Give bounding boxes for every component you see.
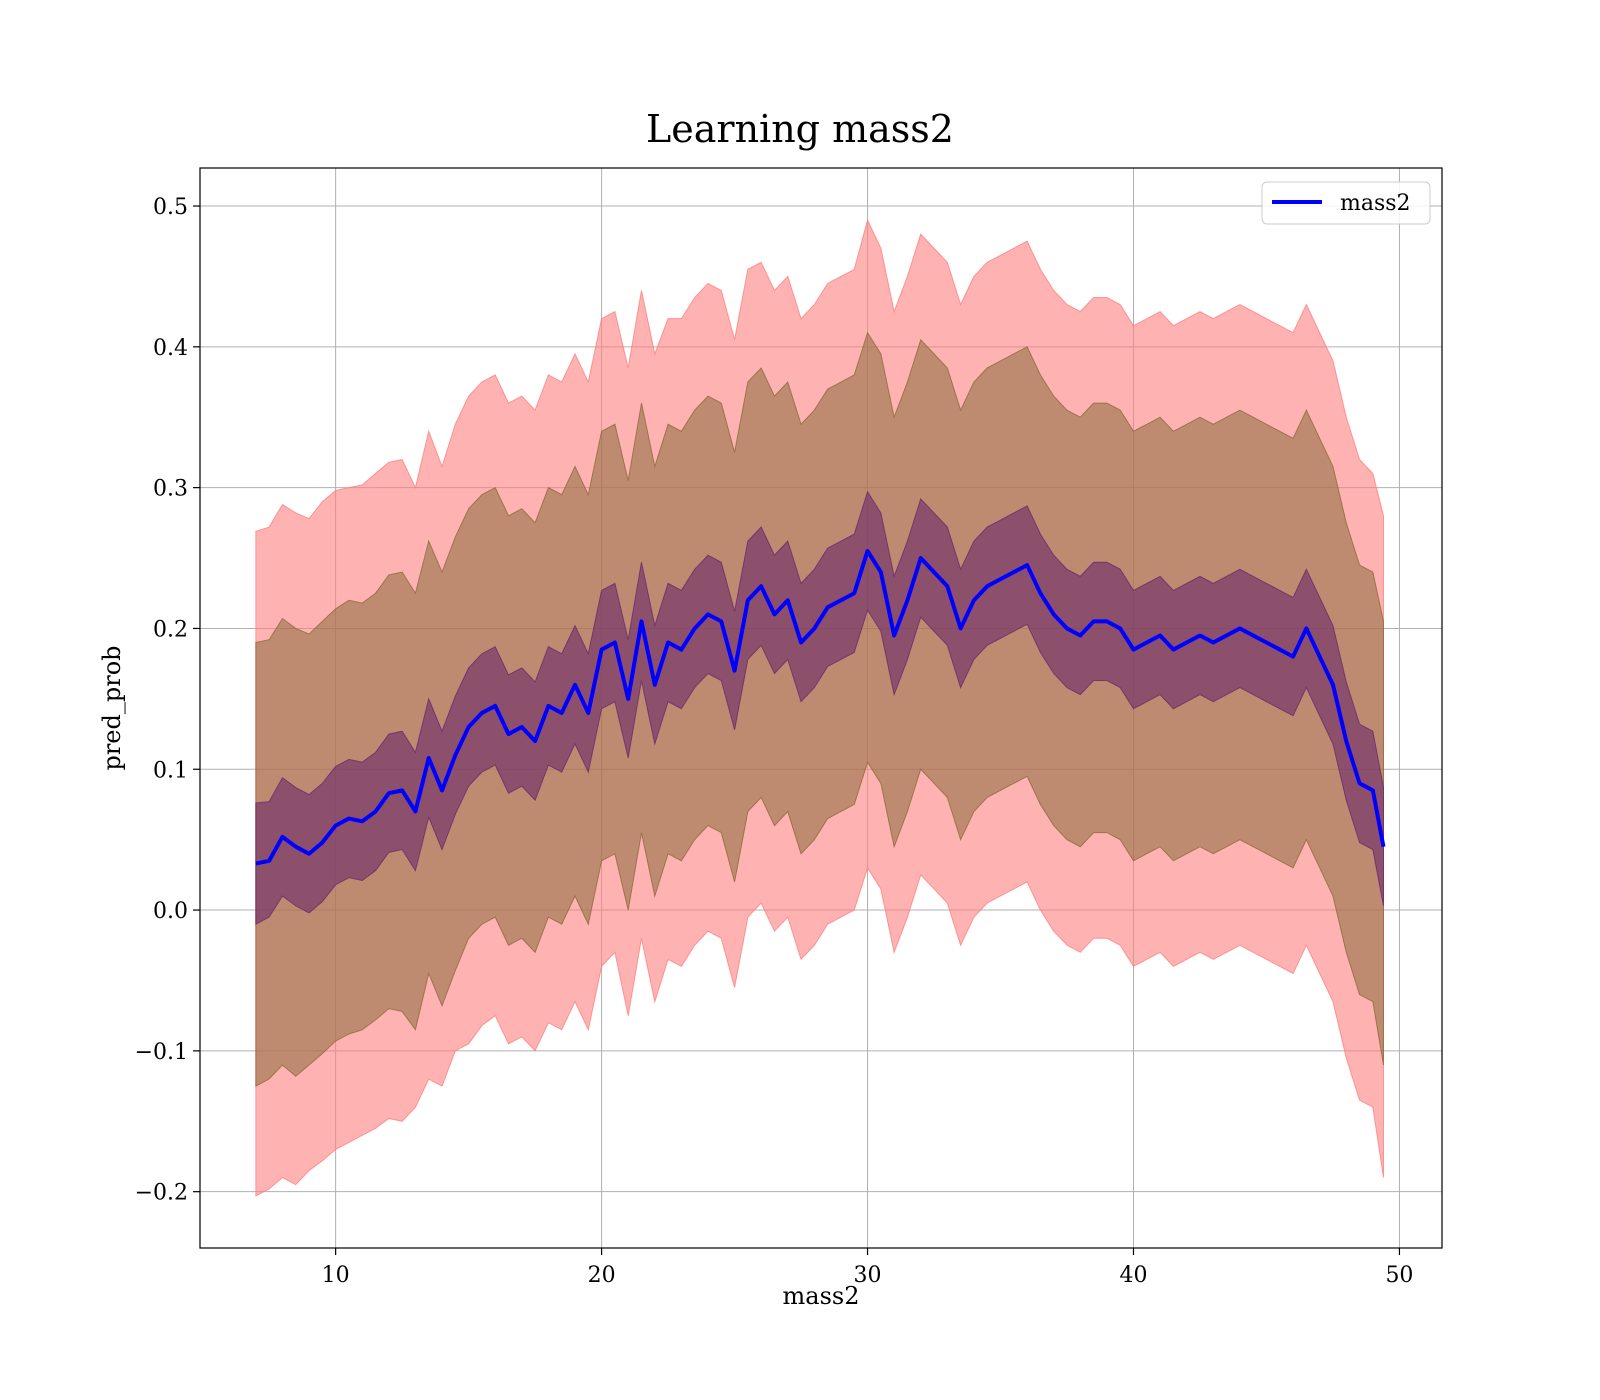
x-tick-label-4: 50 bbox=[1385, 1263, 1413, 1288]
band-middle bbox=[255, 331, 1384, 1087]
chart-title: Learning mass2 bbox=[646, 107, 954, 151]
x-axis-ticks: 10 20 30 40 50 bbox=[322, 1248, 1413, 1288]
series-line-mass2 bbox=[255, 549, 1386, 866]
y-tick-label-7: 0.5 bbox=[153, 195, 188, 220]
y-tick-label-2: 0.0 bbox=[153, 899, 188, 924]
y-tick-label-4: 0.2 bbox=[153, 617, 188, 642]
y-tick-label-3: 0.1 bbox=[153, 758, 188, 783]
confidence-bands bbox=[255, 218, 1384, 1197]
plot-frame bbox=[199, 167, 1443, 1249]
x-axis-label: mass2 bbox=[783, 1282, 860, 1310]
y-tick-label-1: −0.1 bbox=[135, 1040, 188, 1065]
legend-entry-mass2: mass2 bbox=[1340, 191, 1411, 216]
y-tick-label-5: 0.3 bbox=[153, 477, 188, 502]
legend: mass2 bbox=[1261, 181, 1431, 225]
band-inner bbox=[255, 490, 1384, 925]
y-tick-label-0: −0.2 bbox=[135, 1181, 188, 1206]
x-tick-label-0: 10 bbox=[322, 1263, 350, 1288]
x-tick-label-2: 30 bbox=[854, 1263, 882, 1288]
series-lines bbox=[255, 549, 1386, 866]
y-axis-ticks: −0.2 −0.1 0.0 0.1 0.2 0.3 0.4 0.5 bbox=[135, 195, 200, 1206]
y-tick-label-6: 0.4 bbox=[153, 336, 188, 361]
y-axis-label: pred_prob bbox=[98, 645, 126, 770]
x-tick-label-1: 20 bbox=[588, 1263, 616, 1288]
x-tick-label-3: 40 bbox=[1119, 1263, 1147, 1288]
legend-box bbox=[1261, 181, 1431, 225]
